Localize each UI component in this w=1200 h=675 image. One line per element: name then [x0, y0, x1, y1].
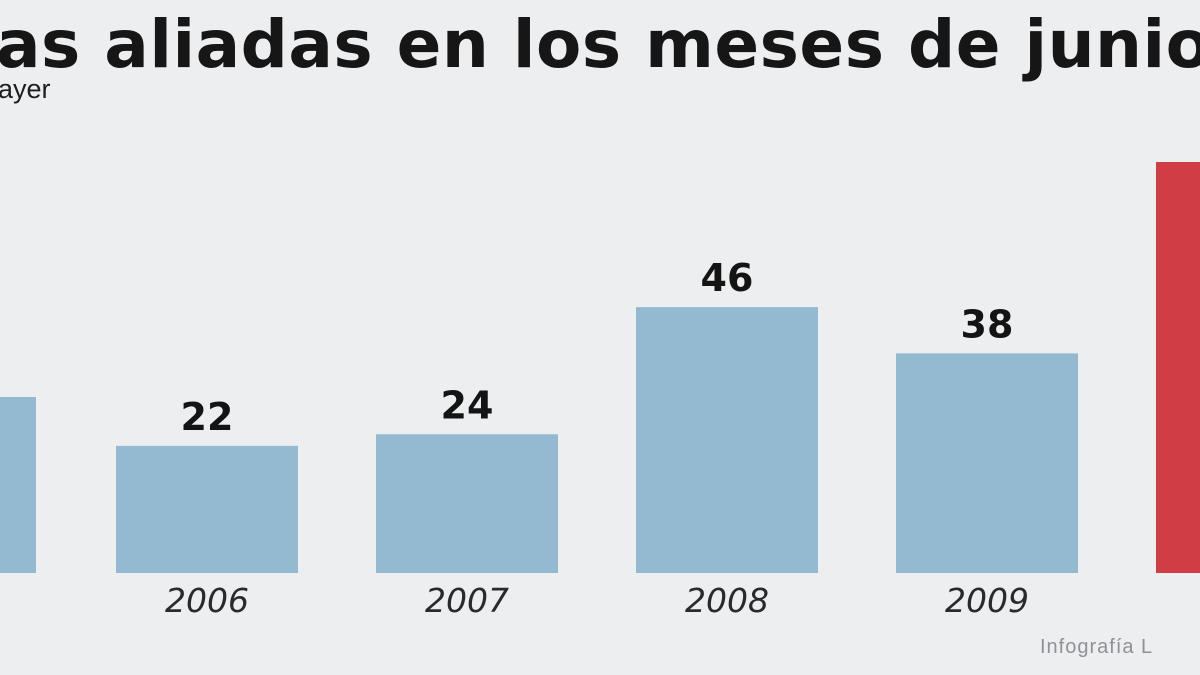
bar-2009: [896, 353, 1078, 573]
value-label-2009: 38: [961, 302, 1014, 346]
chart-subtitle: ayer: [0, 74, 51, 104]
bar-2008: [636, 307, 818, 573]
chart-title: as aliadas en los meses de junio: [0, 6, 1200, 83]
bar-2007: [376, 434, 558, 573]
x-tick-label-2007: 2007: [425, 581, 509, 620]
bar-2006: [116, 445, 298, 573]
value-label-2008: 46: [701, 256, 754, 300]
value-label-2007: 24: [441, 383, 494, 427]
bar-cropped-0: [0, 397, 36, 573]
chart-source: Infografía L: [1040, 636, 1154, 658]
x-tick-label-2008: 2008: [685, 581, 769, 620]
x-tick-label-2009: 2009: [945, 581, 1029, 620]
bar-2: [1156, 162, 1200, 573]
value-label-2006: 22: [181, 395, 234, 439]
x-tick-label-2006: 2006: [165, 581, 249, 620]
